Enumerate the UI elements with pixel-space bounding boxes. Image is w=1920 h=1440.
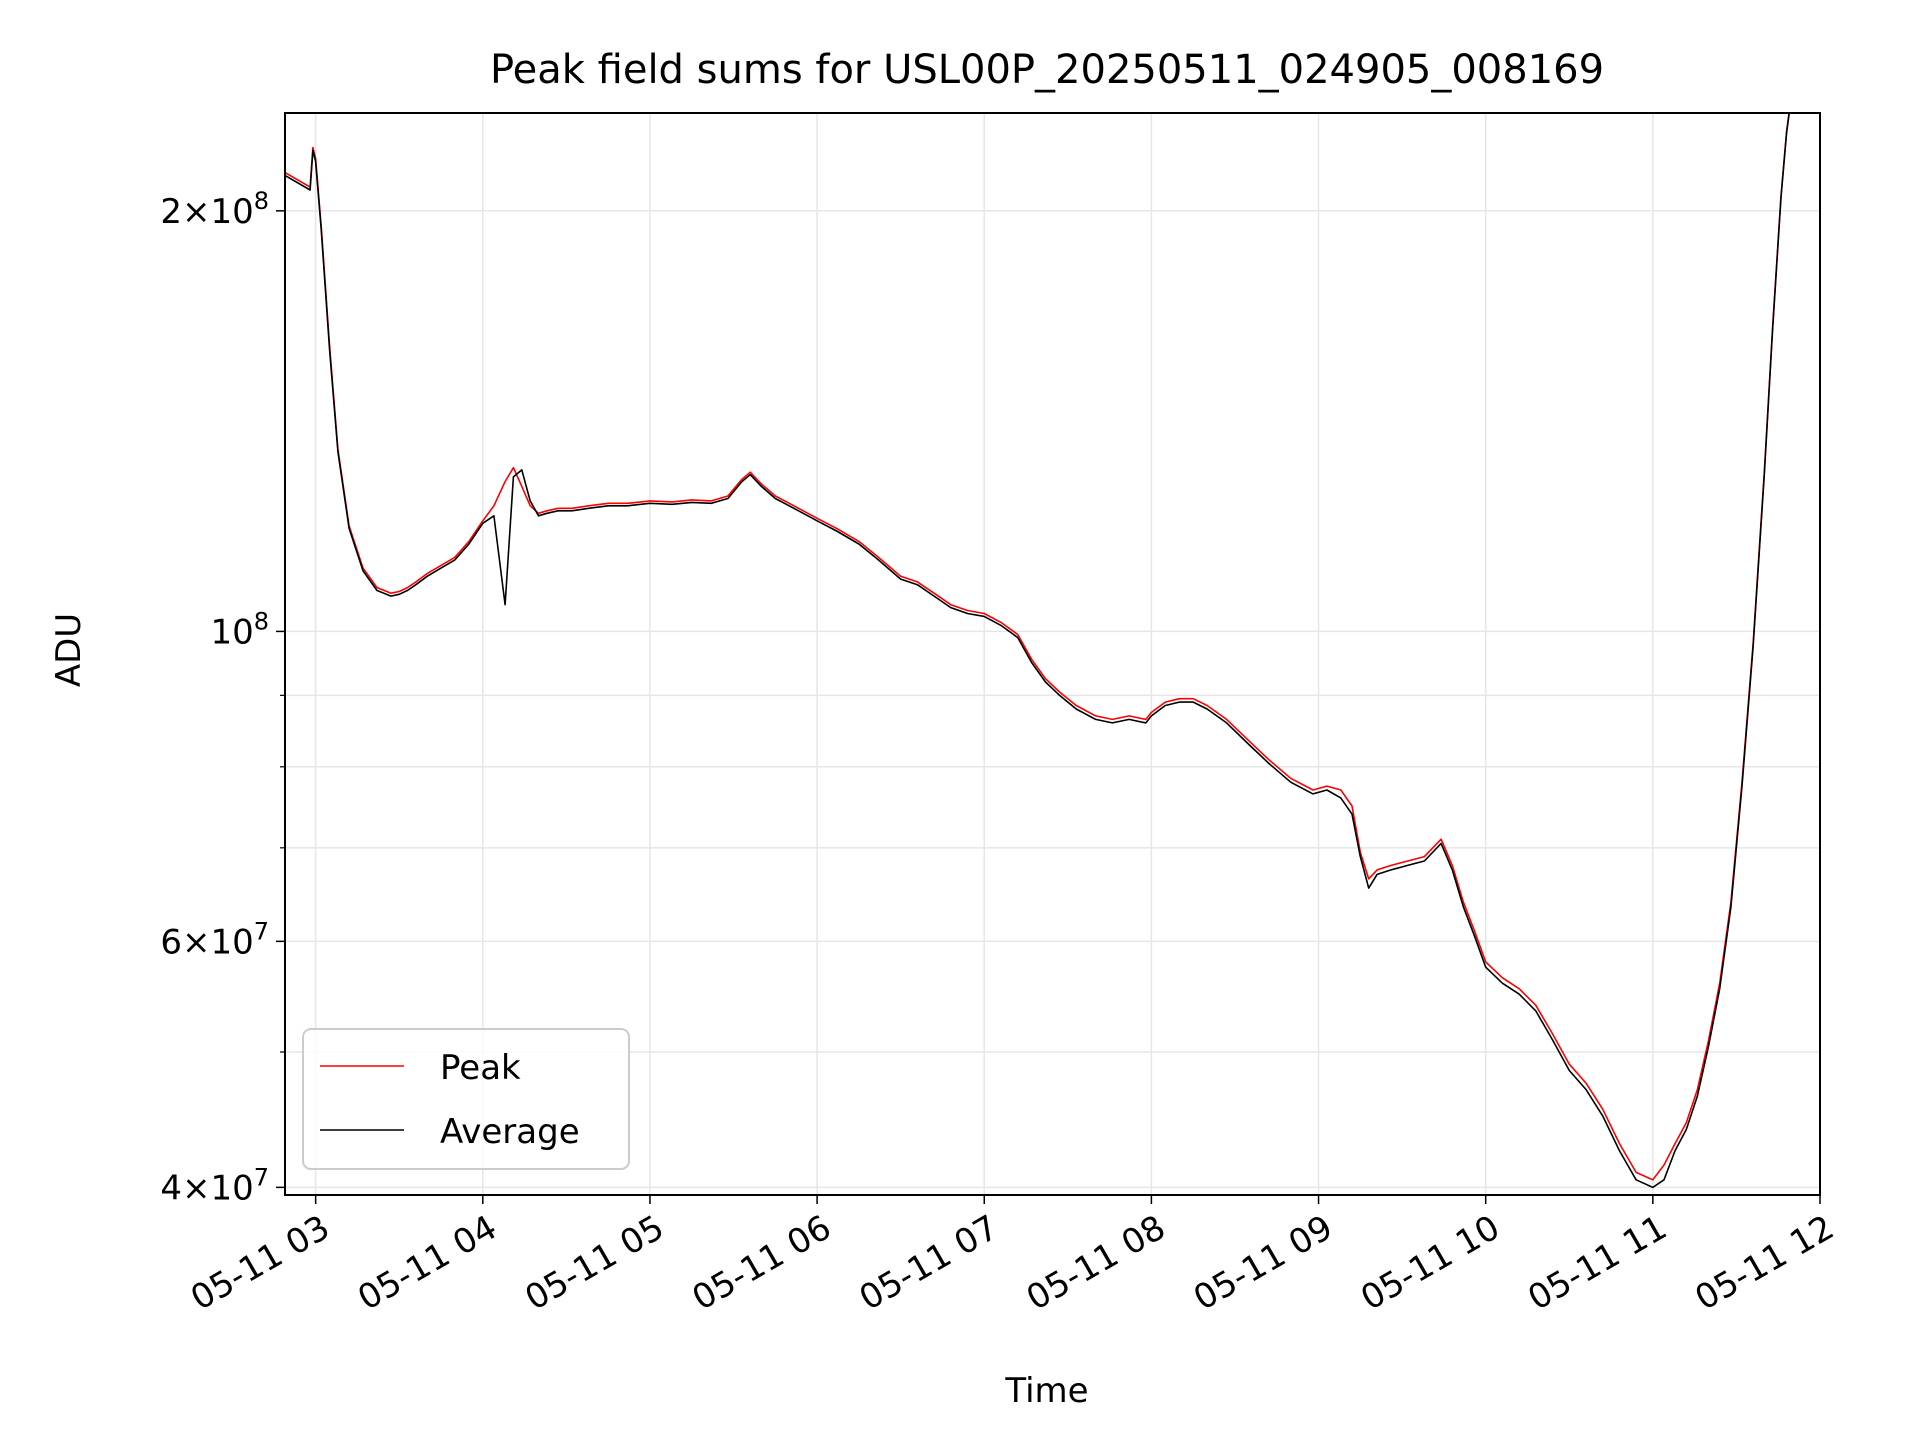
- y-tick-label: 4×107: [160, 1163, 269, 1208]
- y-tick-label: 108: [210, 607, 269, 652]
- legend-label-peak: Peak: [440, 1048, 521, 1088]
- legend-box: [302, 1028, 630, 1170]
- x-axis-label: Time: [1004, 1371, 1088, 1411]
- y-tick-label: 6×107: [160, 917, 269, 962]
- series-layer: [285, 113, 1791, 1189]
- chart-title: Peak field sums for USL00P_20250511_0249…: [490, 47, 1604, 93]
- y-axis: 4×107 6×107 108 2×108: [160, 187, 285, 1208]
- legend-label-average: Average: [440, 1112, 580, 1152]
- series-line-average: [285, 113, 1791, 1189]
- y-axis-label: ADU: [49, 613, 89, 687]
- series-line-peak: [285, 113, 1790, 1181]
- plot-frame: [284, 112, 1821, 1196]
- legend: Peak Average: [302, 1028, 630, 1170]
- y-tick-label: 2×108: [160, 187, 269, 232]
